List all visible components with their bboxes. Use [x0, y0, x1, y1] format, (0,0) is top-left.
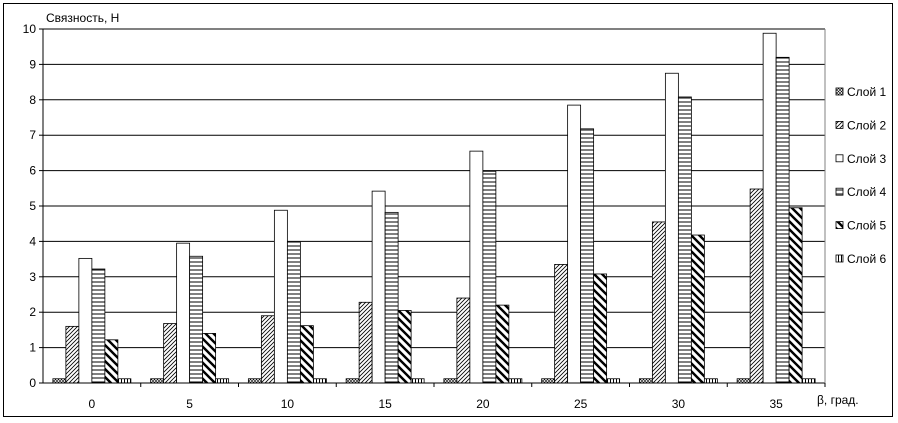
- bar-слой-5-25: [593, 273, 608, 384]
- y-tick-label: 3: [29, 270, 36, 284]
- axes: [42, 29, 826, 387]
- bar-слой-4-20: [482, 170, 497, 384]
- y-tick-label: 7: [29, 128, 36, 142]
- bar-слой-2-35: [749, 188, 764, 384]
- bar-слой-2-10: [260, 315, 275, 384]
- bar-слой-6-20: [508, 378, 523, 384]
- y-tick-label: 9: [29, 57, 36, 71]
- bar-слой-2-5: [163, 323, 178, 384]
- gridlines: [39, 28, 825, 384]
- legend-swatch: [835, 87, 844, 96]
- bar-слой-6-35: [801, 378, 816, 384]
- bar-слой-3-20: [469, 150, 484, 384]
- bar-слой-3-0: [78, 257, 93, 384]
- x-tick-label: 5: [186, 397, 193, 411]
- y-axis-title: Связность, Н: [46, 11, 119, 25]
- bar-слой-6-10: [312, 378, 327, 384]
- x-tick-label: 15: [378, 397, 392, 411]
- y-tick-label: 5: [29, 199, 36, 213]
- bar-слой-1-5: [150, 378, 165, 384]
- bar-слой-4-0: [91, 268, 106, 384]
- y-tick-label: 4: [29, 234, 36, 248]
- x-tick-label: 20: [476, 397, 490, 411]
- bar-слой-4-10: [286, 241, 301, 384]
- legend: Слой 1 Слой 2 Слой 3 Слой 4 Слой 5 Слой 6: [835, 85, 887, 266]
- x-tick-labels: 0 5 10 15 20 25 30 35: [89, 397, 784, 411]
- bars: [52, 32, 816, 384]
- y-tick-labels: 0 1 2 3 4 5 6 7 8 9 10: [23, 22, 37, 390]
- bar-слой-4-30: [677, 96, 692, 384]
- legend-label: Слой 5: [847, 219, 887, 233]
- bar-слой-3-10: [273, 209, 288, 384]
- x-tick-label: 25: [574, 397, 588, 411]
- legend-label: Слой 1: [847, 85, 887, 99]
- y-tick-label: 0: [29, 376, 36, 390]
- bar-слой-1-25: [541, 378, 556, 384]
- bar-слой-2-30: [651, 221, 666, 384]
- x-axis-title: β, град.: [817, 393, 859, 407]
- bar-слой-2-20: [456, 297, 471, 384]
- bar-слой-4-5: [189, 255, 204, 384]
- bar-слой-5-20: [495, 304, 510, 384]
- bar-слой-5-35: [788, 207, 803, 384]
- bar-слой-3-35: [762, 32, 777, 384]
- bar-слой-6-0: [117, 378, 132, 384]
- bar-слой-6-5: [215, 378, 230, 384]
- x-tick-label: 30: [672, 397, 686, 411]
- bar-слой-1-35: [736, 378, 751, 384]
- bar-слой-1-30: [638, 378, 653, 384]
- bar-слой-4-15: [384, 211, 399, 384]
- bar-слой-3-5: [176, 242, 191, 384]
- legend-swatch: [835, 154, 844, 163]
- bar-слой-2-25: [554, 264, 569, 384]
- x-tick-label: 10: [281, 397, 295, 411]
- legend-label: Слой 4: [847, 185, 887, 199]
- bar-слой-5-5: [202, 333, 217, 384]
- legend-swatch: [835, 221, 844, 230]
- bar-слой-6-30: [703, 378, 718, 384]
- legend-label: Слой 2: [847, 118, 887, 132]
- legend-swatch: [835, 254, 844, 263]
- bar-слой-2-0: [65, 325, 80, 384]
- bar-слой-1-10: [247, 378, 262, 384]
- bar-слой-2-15: [358, 301, 373, 384]
- legend-label: Слой 6: [847, 252, 887, 266]
- bar-слой-1-0: [52, 378, 67, 384]
- bar-слой-6-15: [410, 378, 425, 384]
- bar-слой-4-25: [580, 128, 595, 384]
- y-tick-label: 8: [29, 93, 36, 107]
- bar-слой-1-20: [443, 378, 458, 384]
- x-tick-label: 0: [89, 397, 96, 411]
- bar-слой-3-15: [371, 190, 386, 384]
- bar-слой-5-0: [104, 339, 119, 384]
- legend-swatch: [835, 121, 844, 129]
- y-tick-label: 6: [29, 164, 36, 178]
- bar-слой-6-25: [606, 378, 621, 384]
- bar-слой-3-30: [664, 72, 679, 384]
- y-tick-label: 2: [29, 305, 36, 319]
- bar-слой-5-15: [397, 310, 412, 384]
- bar-слой-5-30: [690, 234, 705, 384]
- y-tick-label: 1: [29, 341, 36, 355]
- bar-слой-5-10: [299, 325, 314, 384]
- bar-слой-1-15: [345, 378, 360, 384]
- chart-frame: [3, 3, 893, 417]
- legend-label: Слой 3: [847, 152, 887, 166]
- x-tick-label: 35: [769, 397, 783, 411]
- y-tick-label: 10: [23, 22, 37, 36]
- bar-слой-4-35: [775, 56, 790, 384]
- bar-слой-3-25: [567, 104, 582, 384]
- legend-swatch: [835, 187, 844, 196]
